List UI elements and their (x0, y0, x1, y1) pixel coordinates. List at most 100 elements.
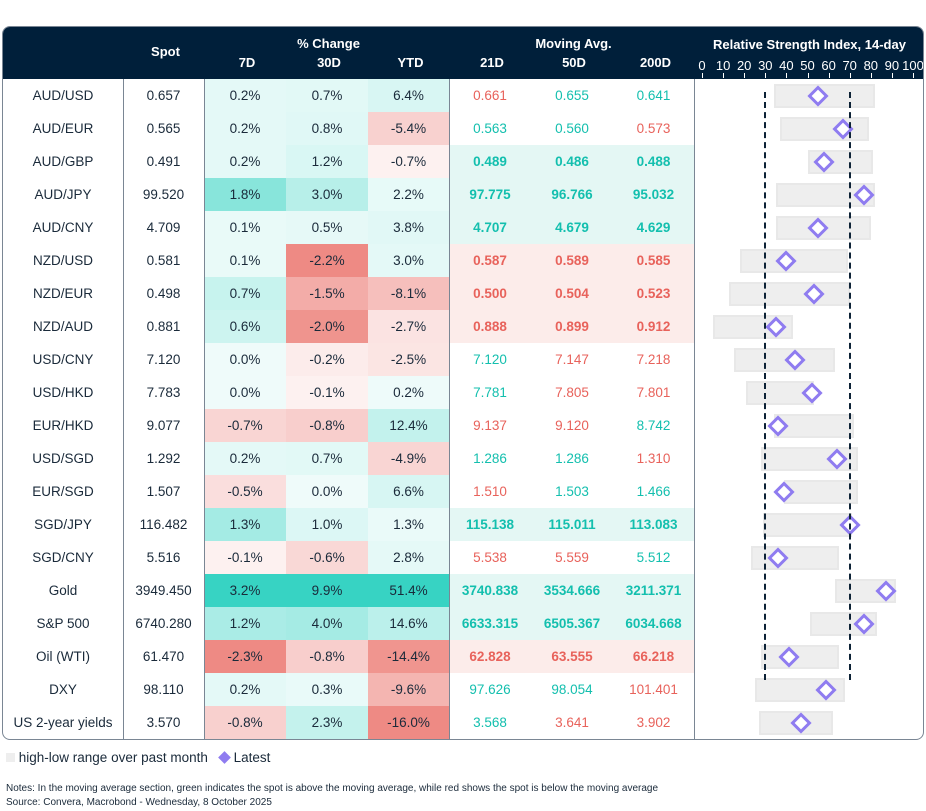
notes-text: Notes: In the moving average section, gr… (6, 783, 659, 794)
cell-ytd: 12.4% (368, 409, 449, 442)
cell-ytd: -8.1% (368, 277, 449, 310)
table-row: AUD/JPY 99.520 1.8% 3.0% 2.2% 97.775 96.766 95.… (3, 178, 923, 211)
cell-ma50: 0.899 (555, 319, 589, 334)
cell-d30: 2.3% (286, 706, 368, 739)
cell-ytd: -5.4% (368, 112, 449, 145)
cell-ma200: 5.512 (636, 550, 671, 565)
cell-spot: 4.709 (146, 220, 181, 235)
cell-ma200: 1.466 (636, 484, 671, 499)
table-row: USD/SGD 1.292 0.2% 0.7% -4.9% 1.286 1.286 1.310 (3, 442, 923, 475)
ma-row-bg (449, 508, 694, 541)
cell-ma200: 3211.371 (625, 583, 682, 598)
cell-ma21: 1.286 (473, 451, 507, 466)
cell-spot: 99.520 (142, 187, 185, 202)
cell-d7: -0.7% (204, 409, 286, 442)
cell-d30: 3.0% (286, 178, 368, 211)
cell-ytd: 2.2% (368, 178, 449, 211)
cell-ma21: 97.626 (469, 682, 511, 697)
cell-name: AUD/JPY (34, 187, 92, 202)
table-row: AUD/CNY 4.709 0.1% 0.5% 3.8% 4.707 4.679 4.629 (3, 211, 923, 244)
cell-ma21: 6633.315 (461, 616, 519, 631)
rsi-tick-label: 70 (842, 58, 857, 73)
cell-ma50: 96.766 (551, 187, 593, 202)
cell-name: USD/HKD (32, 385, 94, 400)
rsi-tick-label: 60 (821, 58, 836, 73)
ma-row-bg (449, 211, 694, 244)
cell-ytd: 2.8% (368, 541, 449, 574)
cell-ma200: 1.310 (636, 451, 671, 466)
ma-row-bg (449, 244, 694, 277)
header-ytd: YTD (397, 55, 424, 70)
cell-d7: 1.2% (204, 607, 286, 640)
cell-d7: 0.7% (204, 277, 286, 310)
cell-ma21: 0.563 (473, 121, 507, 136)
cell-ma200: 6034.668 (625, 616, 682, 631)
cell-name: US 2-year yields (13, 715, 113, 730)
table-row: NZD/AUD 0.881 0.6% -2.0% -2.7% 0.888 0.899 0.91… (3, 310, 923, 343)
divider (123, 79, 124, 739)
table-row: Oil (WTI) 61.470 -2.3% -0.8% -14.4% 62.828 63.… (3, 640, 923, 673)
rsi-tick-label: 50 (800, 58, 815, 73)
table-row: S&P 500 6740.280 1.2% 4.0% 14.6% 6633.315 6505… (3, 607, 923, 640)
cell-ma21: 0.489 (473, 154, 507, 169)
cell-ma200: 95.032 (632, 187, 675, 202)
header-rsi: Relative Strength Index, 14-day (713, 37, 906, 52)
cell-ma50: 9.120 (555, 418, 589, 433)
cell-name: S&P 500 (36, 616, 90, 631)
cell-ma50: 98.054 (551, 682, 593, 697)
cell-ma50: 7.147 (555, 352, 589, 367)
cell-ma50: 3.641 (555, 715, 589, 730)
ma-row-bg (449, 376, 694, 409)
cell-name: USD/CNY (32, 352, 94, 367)
ma-row-bg (449, 706, 694, 739)
cell-ma200: 0.912 (636, 319, 671, 334)
rsi-tick-label: 10 (715, 58, 731, 73)
cell-d30: 1.0% (286, 508, 368, 541)
cell-ytd: 6.6% (368, 475, 449, 508)
cell-name: AUD/USD (32, 88, 94, 103)
rsi-range-bar (746, 380, 814, 405)
table-row: SGD/CNY 5.516 -0.1% -0.6% 2.8% 5.538 5.559 5.51… (3, 541, 923, 574)
ma-row-bg (449, 112, 694, 145)
cell-name: Gold (48, 583, 78, 598)
cell-d30: -0.8% (286, 409, 368, 442)
cell-ma200: 66.218 (632, 649, 675, 664)
cell-d30: -0.6% (286, 541, 368, 574)
cell-d7: 0.0% (204, 376, 286, 409)
cell-ma21: 62.828 (469, 649, 511, 664)
header-spot: Spot (151, 44, 180, 59)
cell-spot: 6740.280 (135, 616, 192, 631)
cell-ma200: 0.573 (636, 121, 671, 136)
rsi-tick-mark (744, 73, 746, 78)
cell-ytd: -16.0% (368, 706, 449, 739)
cell-ma21: 0.888 (473, 319, 507, 334)
cell-ma200: 0.585 (636, 253, 671, 268)
table-row: SGD/JPY 116.482 1.3% 1.0% 1.3% 115.138 115.011… (3, 508, 923, 541)
cell-ma21: 1.510 (473, 484, 507, 499)
rsi-tick-mark (807, 73, 809, 78)
cell-name: AUD/GBP (32, 154, 94, 169)
cell-ma200: 101.401 (629, 682, 678, 697)
ma-row-bg (449, 409, 694, 442)
rsi-tick-mark (913, 73, 914, 78)
header-pct-change: % Change (297, 36, 360, 51)
cell-d7: 1.8% (204, 178, 286, 211)
cell-d30: -0.1% (286, 376, 368, 409)
cell-d7: 0.2% (204, 442, 286, 475)
table-header: Spot % Change 7D 30D YTD Moving Avg. 21D… (3, 27, 923, 79)
header-moving-avg: Moving Avg. (535, 36, 612, 51)
cell-ma200: 8.742 (636, 418, 671, 433)
cell-ma50: 1.503 (555, 484, 589, 499)
cell-d7: 0.0% (204, 343, 286, 376)
cell-d30: 0.5% (286, 211, 368, 244)
ma-row-bg (449, 178, 694, 211)
cell-ma50: 0.486 (555, 154, 589, 169)
cell-ma50: 0.560 (555, 121, 589, 136)
cell-d7: 0.2% (204, 673, 286, 706)
cell-d30: -2.0% (286, 310, 368, 343)
rsi-tick-label: 20 (736, 58, 752, 73)
cell-d30: -0.8% (286, 640, 368, 673)
divider (694, 79, 695, 739)
table-row: NZD/USD 0.581 0.1% -2.2% 3.0% 0.587 0.589 0.585 (3, 244, 923, 277)
cell-ma50: 0.504 (555, 286, 589, 301)
